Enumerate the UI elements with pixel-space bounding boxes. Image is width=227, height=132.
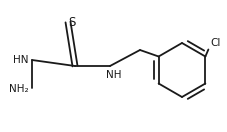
Text: NH₂: NH₂ xyxy=(9,84,29,94)
Text: S: S xyxy=(68,15,75,29)
Text: NH: NH xyxy=(106,70,121,80)
Text: HN: HN xyxy=(13,55,29,65)
Text: Cl: Cl xyxy=(209,37,220,48)
